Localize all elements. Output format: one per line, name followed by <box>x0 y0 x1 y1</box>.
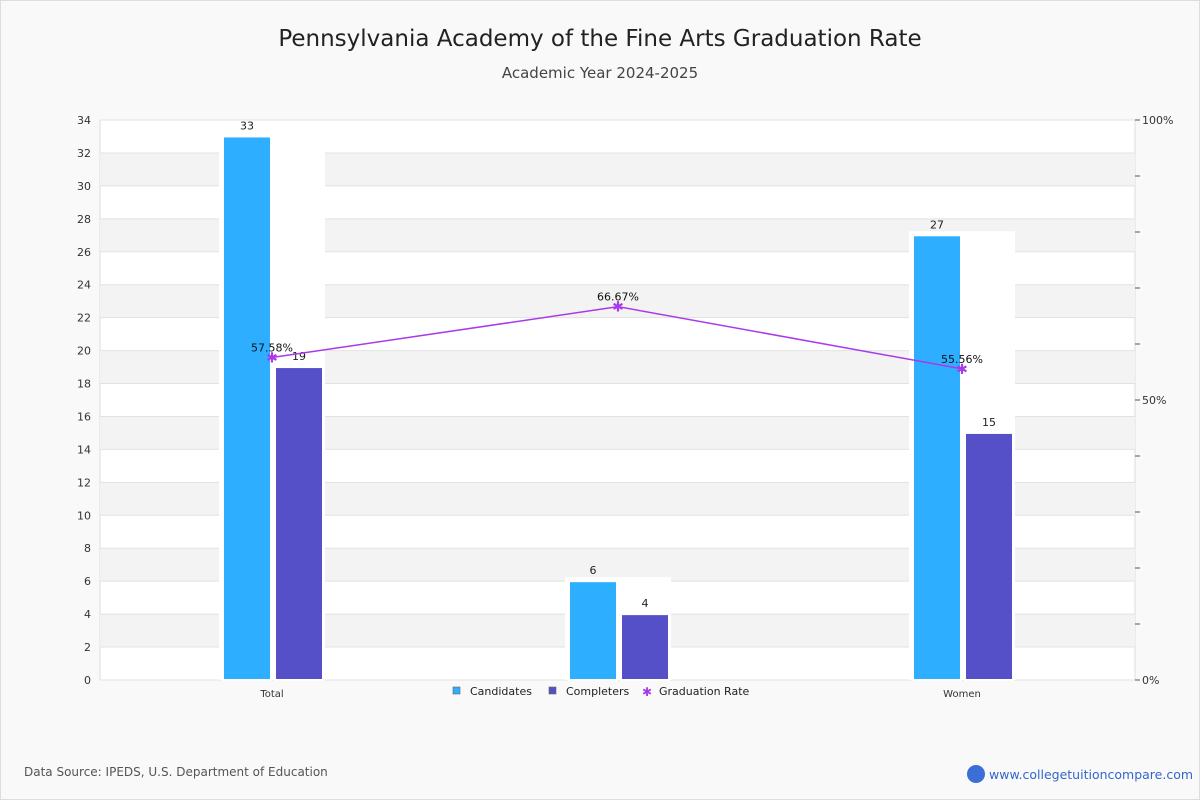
y-tick-label: 6 <box>84 575 91 588</box>
bar-value-label: 19 <box>292 350 306 363</box>
legend-label: Completers <box>566 685 630 698</box>
y-tick-label: 34 <box>77 114 91 127</box>
y-tick-label: 28 <box>77 213 91 226</box>
y2-tick-label: 100% <box>1142 114 1173 127</box>
y-tick-label: 32 <box>77 147 91 160</box>
y-tick-label: 16 <box>77 410 91 423</box>
chart-title: Pennsylvania Academy of the Fine Arts Gr… <box>278 26 922 52</box>
y-tick-label: 26 <box>77 246 91 259</box>
ctc-logo-icon <box>967 765 985 783</box>
site-link[interactable]: www.collegetuitioncompare.com <box>967 765 1193 783</box>
legend-marker: ✱ <box>642 685 652 699</box>
bar-completers <box>274 366 324 681</box>
y-tick-label: 12 <box>77 476 91 489</box>
y-tick-label: 10 <box>77 509 91 522</box>
legend-swatch <box>548 686 557 695</box>
y-tick-label: 2 <box>84 641 91 654</box>
bar-candidates <box>222 135 272 681</box>
graduation-rate-point: ✱ <box>612 300 624 316</box>
y-tick-label: 8 <box>84 542 91 555</box>
graduation-rate-label: 55.56% <box>941 353 983 366</box>
x-tick-label: Total <box>259 689 283 700</box>
graduation-rate-label: 66.67% <box>597 291 639 304</box>
y-tick-label: 18 <box>77 378 91 391</box>
y-tick-label: 22 <box>77 312 91 325</box>
bar-value-label: 6 <box>590 564 597 577</box>
graduation-rate-point: ✱ <box>266 351 278 367</box>
graduation-rate-label: 57.58% <box>251 342 293 355</box>
data-source: Data Source: IPEDS, U.S. Department of E… <box>24 765 328 779</box>
x-tick-label: Women <box>943 689 981 700</box>
bar-value-label: 27 <box>930 218 944 231</box>
y-tick-label: 4 <box>84 608 91 621</box>
bar-value-label: 4 <box>642 597 649 610</box>
bar-value-label: 15 <box>982 416 996 429</box>
graduation-rate-point: ✱ <box>956 362 968 378</box>
y2-tick-label: 0% <box>1142 674 1159 687</box>
y-tick-label: 14 <box>77 443 91 456</box>
y-tick-label: 0 <box>84 674 91 687</box>
legend-bg <box>446 681 756 703</box>
legend-label: Graduation Rate <box>659 685 750 698</box>
bar-completers <box>620 613 670 682</box>
y-tick-label: 24 <box>77 279 91 292</box>
y2-tick-label: 50% <box>1142 394 1166 407</box>
legend-label: Candidates <box>470 685 532 698</box>
chart-subtitle: Academic Year 2024-2025 <box>501 64 699 82</box>
y-tick-label: 30 <box>77 180 91 193</box>
graduation-rate-line <box>271 305 963 370</box>
legend-swatch <box>452 686 461 695</box>
site-url[interactable]: www.collegetuitioncompare.com <box>989 766 1194 782</box>
bar-completers <box>964 431 1014 681</box>
bar-candidates <box>912 234 962 681</box>
bar-value-label: 33 <box>240 119 254 132</box>
y-tick-label: 20 <box>77 345 91 358</box>
bar-candidates <box>568 580 618 681</box>
